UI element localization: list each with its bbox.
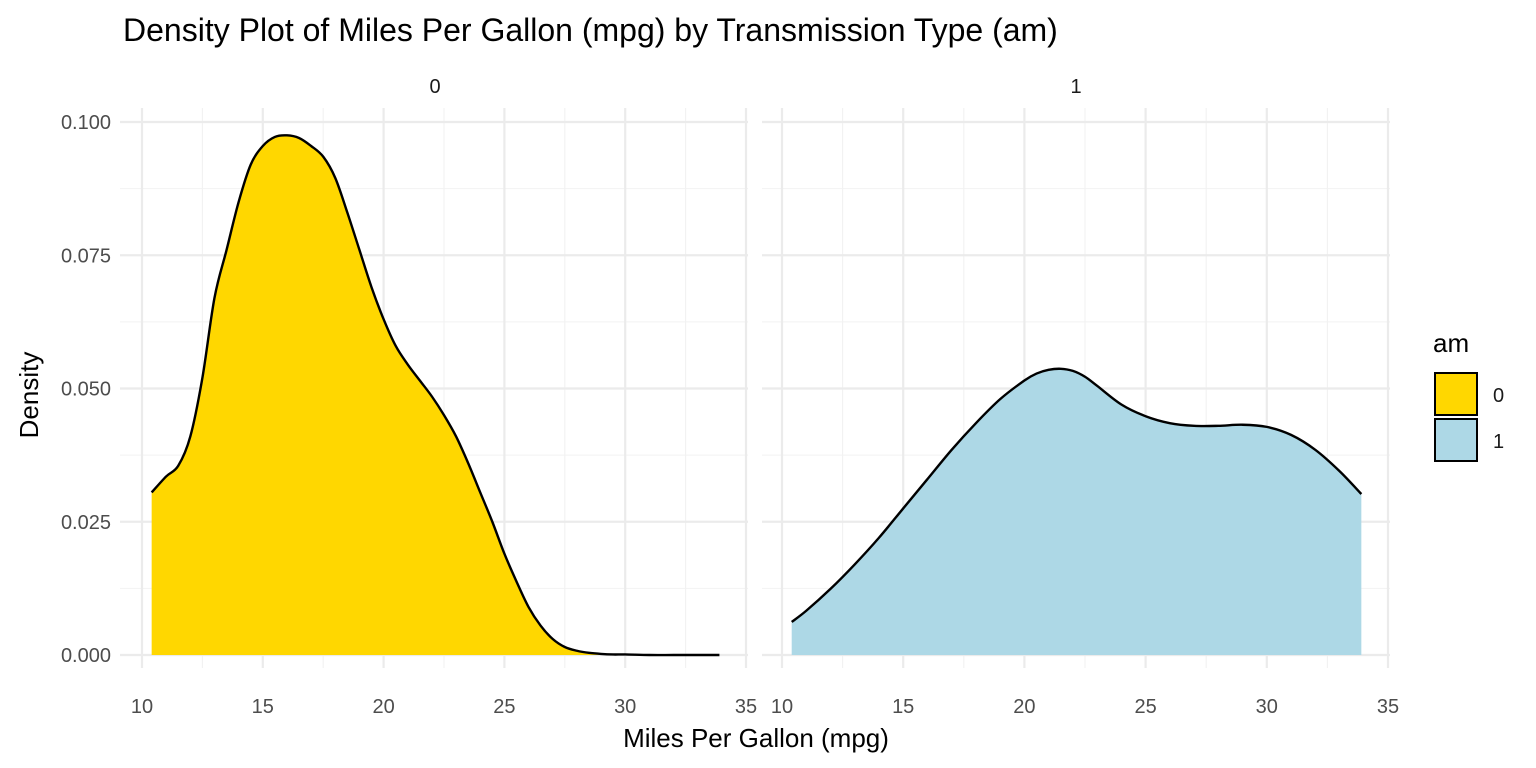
y-axis-title: Density xyxy=(14,352,44,439)
x-axis-title: Miles Per Gallon (mpg) xyxy=(623,723,889,753)
x-tick-label: 20 xyxy=(1013,696,1035,718)
x-tick-label: 10 xyxy=(771,696,793,718)
y-tick-label: 0.100 xyxy=(61,112,111,134)
strip-label-am-0: 0 xyxy=(429,76,440,98)
legend-key-0 xyxy=(1434,372,1478,416)
y-tick-label: 0.000 xyxy=(61,645,111,667)
legend-key-1 xyxy=(1434,418,1478,462)
facet-panel-0: 0 xyxy=(120,76,748,668)
legend-title: am xyxy=(1433,328,1469,358)
chart-title: Density Plot of Miles Per Gallon (mpg) b… xyxy=(123,12,1058,48)
x-tick-label: 30 xyxy=(1256,696,1278,718)
y-tick-label: 0.075 xyxy=(61,245,111,267)
density-area-am-1 xyxy=(791,368,1362,655)
x-tick-label: 15 xyxy=(252,696,274,718)
x-tick-label: 25 xyxy=(1134,696,1156,718)
y-axis-ticks: 0.000 0.025 0.050 0.075 0.100 xyxy=(61,112,111,667)
legend: am 0 1 xyxy=(1433,328,1504,462)
x-tick-label: 30 xyxy=(614,696,636,718)
x-tick-label: 10 xyxy=(131,696,153,718)
x-tick-label: 15 xyxy=(892,696,914,718)
y-tick-label: 0.050 xyxy=(61,379,111,401)
facet-panel-1: 1 xyxy=(762,76,1390,668)
x-tick-label: 25 xyxy=(493,696,515,718)
x-tick-label: 35 xyxy=(1377,696,1399,718)
x-axis-ticks: 10 15 20 25 30 35 10 15 20 25 30 35 xyxy=(131,696,1399,718)
legend-label-0: 0 xyxy=(1493,385,1504,407)
x-tick-label: 20 xyxy=(372,696,394,718)
legend-label-1: 1 xyxy=(1493,431,1504,453)
density-area-am-0 xyxy=(151,135,720,656)
density-curve-am-0 xyxy=(150,134,720,657)
y-tick-label: 0.025 xyxy=(61,512,111,534)
strip-label-am-1: 1 xyxy=(1070,76,1081,98)
x-tick-label: 35 xyxy=(735,696,757,718)
density-curve-am-1 xyxy=(790,367,1363,623)
